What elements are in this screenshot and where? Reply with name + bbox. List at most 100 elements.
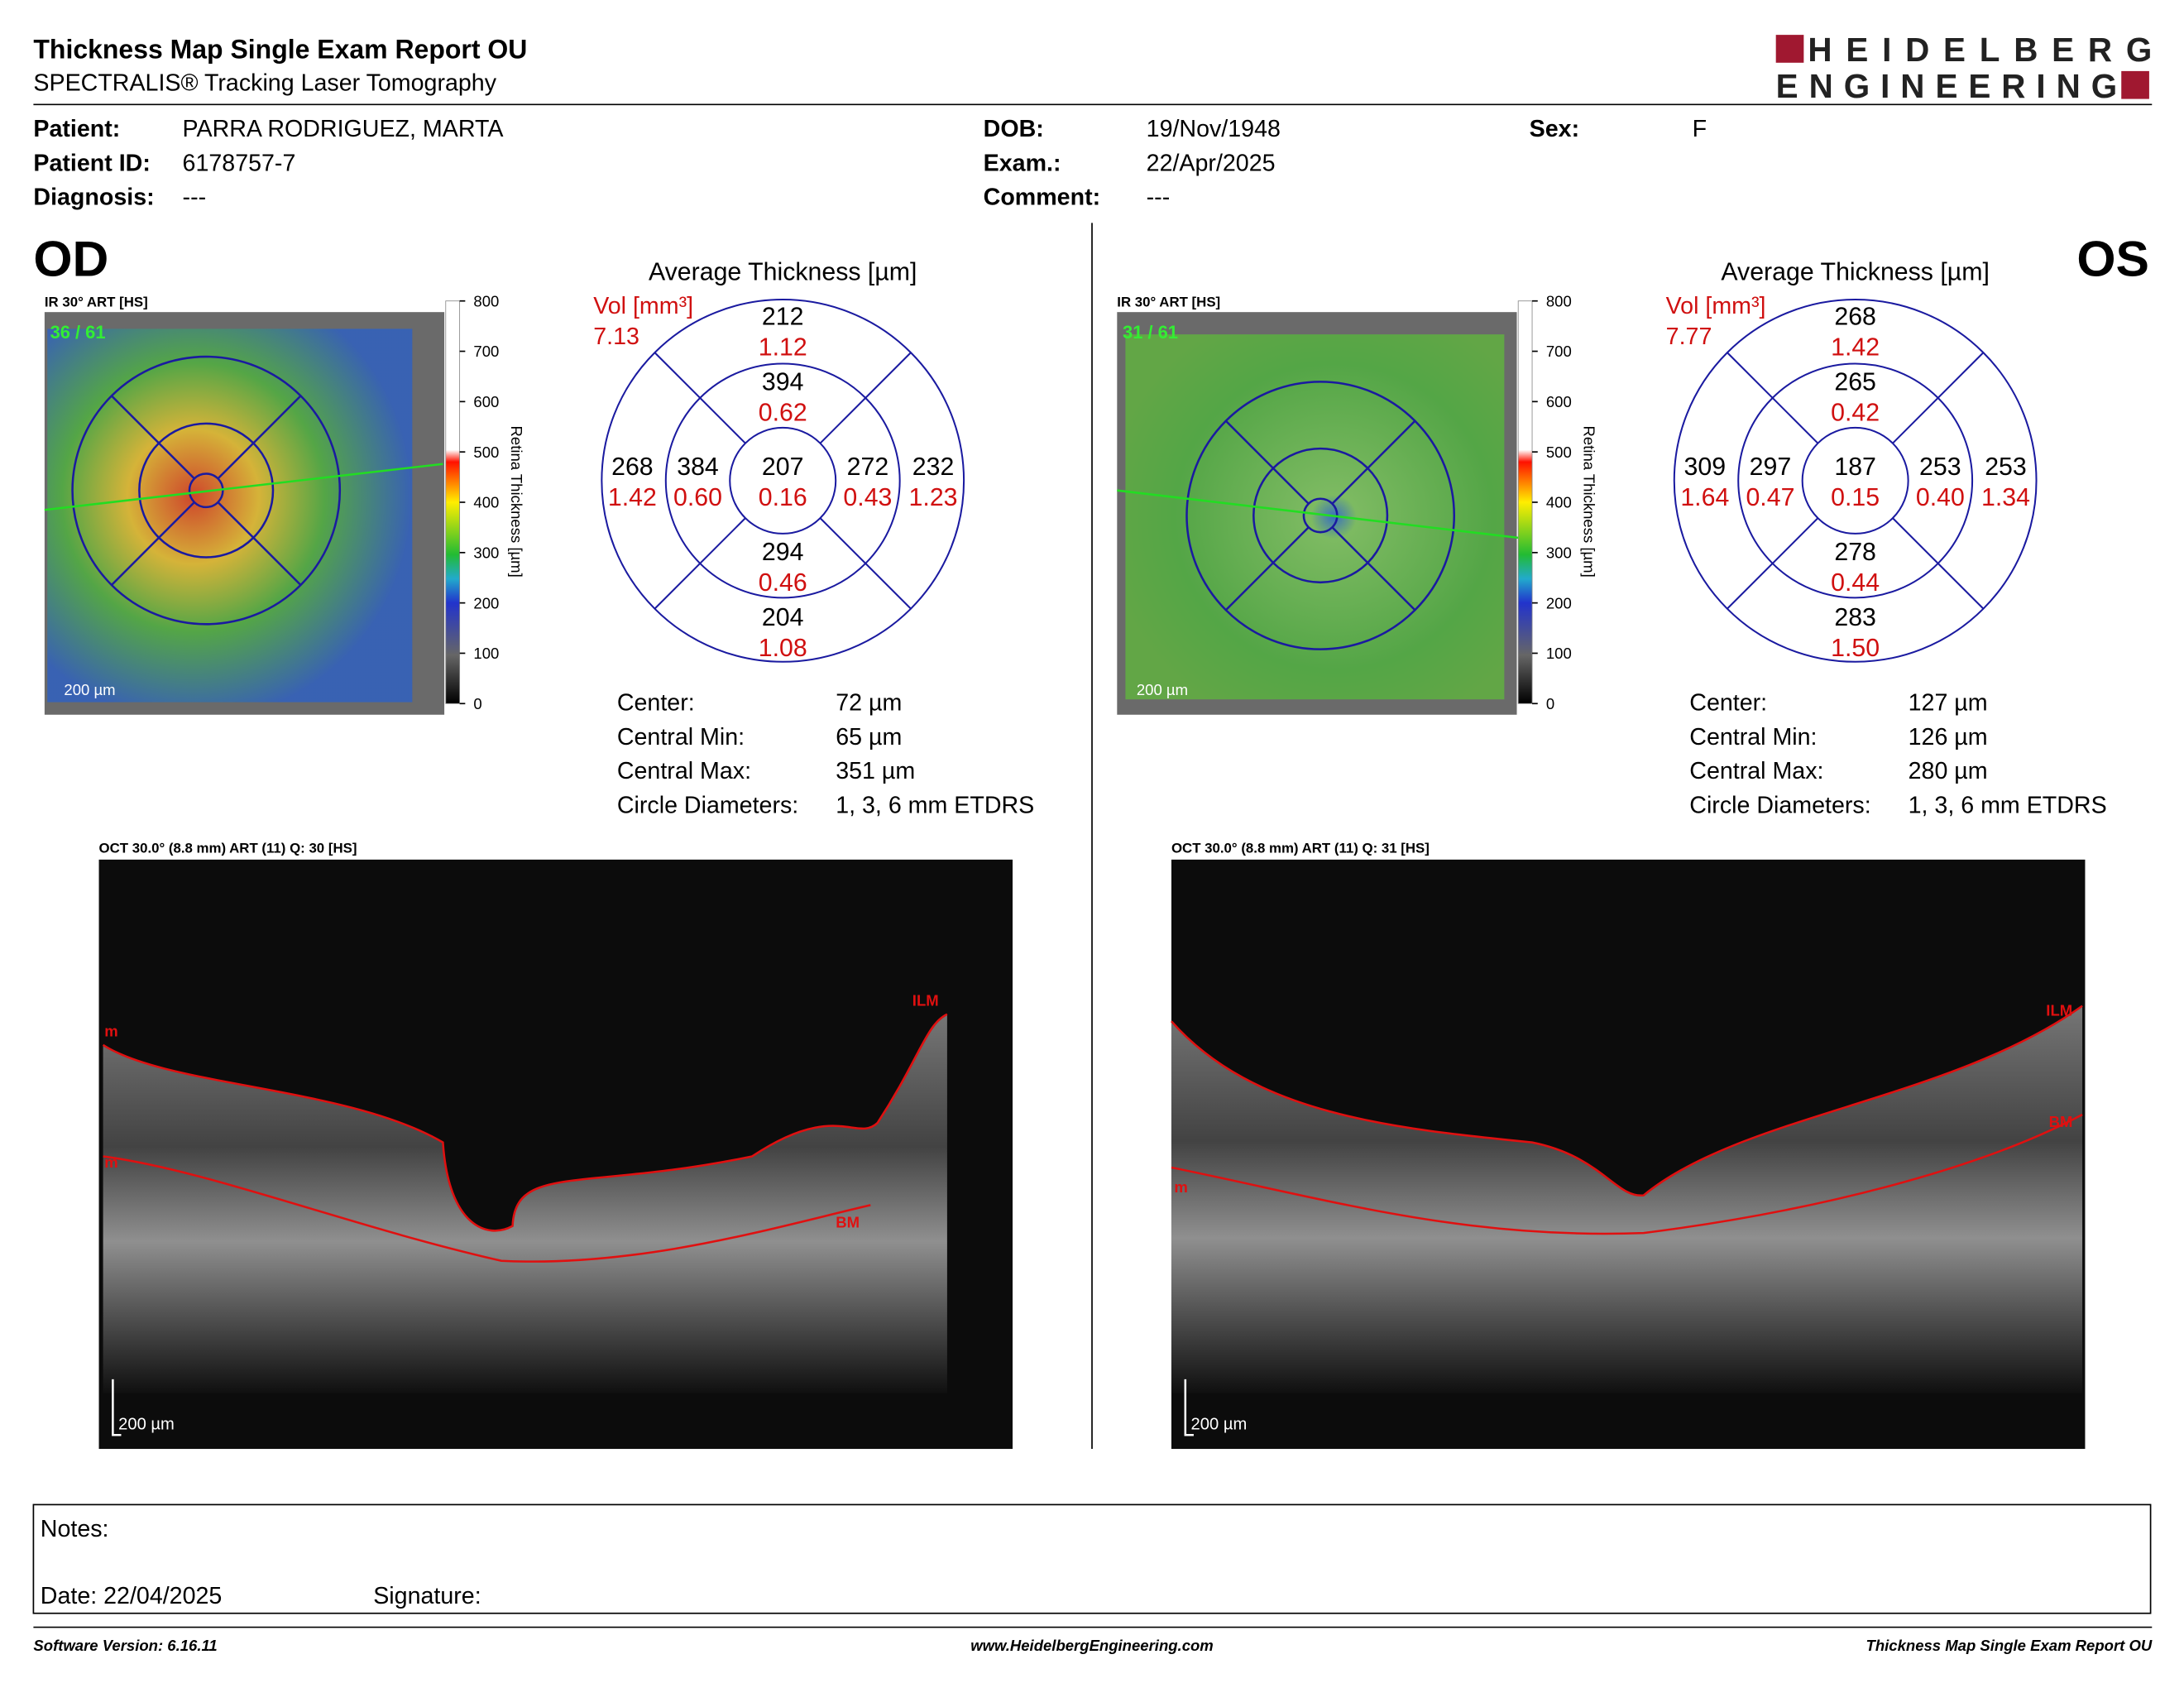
layer-label: m — [104, 1153, 117, 1171]
logo-text: HEIDELBERG — [1808, 31, 2152, 69]
retina-band — [103, 1014, 947, 1393]
etdrs-circle — [1252, 447, 1389, 584]
colorbar-tick-label: 500 — [473, 444, 499, 461]
stat-value: 126 µm — [1909, 724, 1988, 750]
field-label: Patient: — [33, 116, 120, 142]
vol-label: Vol [mm³] — [593, 293, 693, 319]
oct-label: OCT 30.0° (8.8 mm) ART (11) Q: 31 [HS] — [1171, 840, 1430, 856]
sector-volume: 0.16 — [759, 484, 807, 511]
etdrs-spoke — [217, 395, 302, 480]
etdrs-spoke — [1331, 420, 1416, 505]
sector-volume: 1.34 — [1981, 484, 2030, 511]
field-value: 22/Apr/2025 — [1147, 150, 1276, 176]
sector-volume: 1.50 — [1831, 635, 1880, 662]
sector-thickness: 309 — [1684, 453, 1727, 481]
field-label: Sex: — [1530, 116, 1579, 142]
etdrs-spoke — [1224, 526, 1310, 611]
footer-left: Software Version: 6.16.11 — [33, 1637, 217, 1654]
sector-thickness: 253 — [1919, 453, 1961, 481]
colorbar-tick-label: 400 — [1546, 494, 1572, 511]
etdrs-circle — [71, 355, 342, 626]
sector-thickness: 232 — [912, 453, 955, 481]
stat-label: Circle Diameters: — [617, 792, 798, 818]
sector-thickness: 384 — [677, 453, 719, 481]
layer-label: m — [1174, 1178, 1187, 1196]
sector-thickness: 187 — [1834, 453, 1876, 481]
grid-title: Average Thickness [µm] — [1721, 258, 1989, 285]
sector-thickness: 265 — [1834, 368, 1876, 396]
etdrs-spoke — [111, 501, 195, 586]
subtitle: SPECTRALIS® Tracking Laser Tomography — [33, 70, 496, 96]
sector-volume: 1.42 — [608, 484, 657, 511]
sector-thickness: 394 — [762, 368, 804, 396]
colorbar-label: Retina Thickness [µm] — [508, 426, 525, 578]
stat-label: Center: — [617, 690, 695, 717]
stat-value: 127 µm — [1909, 690, 1988, 717]
bm-line — [103, 1155, 871, 1263]
grid-circle — [1801, 426, 1909, 535]
title: Thickness Map Single Exam Report OU — [33, 35, 527, 65]
vol-total: 7.13 — [593, 324, 639, 350]
etdrs-spoke — [1331, 526, 1416, 611]
colorbar-tick-label: 200 — [473, 594, 499, 611]
etdrs-spoke — [111, 395, 195, 480]
grid-circle — [729, 426, 837, 535]
sector-volume: 0.44 — [1831, 569, 1880, 597]
grid-circle — [1737, 362, 1974, 599]
sector-volume: 1.08 — [759, 635, 807, 662]
ilm-line — [1171, 1005, 2083, 1196]
etdrs-circle — [188, 472, 224, 509]
bm-line — [1171, 1113, 2083, 1235]
colorbar — [445, 300, 461, 704]
stat-value: 1, 3, 6 mm ETDRS — [836, 792, 1034, 818]
stat-label: Central Min: — [1689, 724, 1817, 750]
colorbar-tick-label: 800 — [473, 292, 499, 309]
field-value: 19/Nov/1948 — [1147, 116, 1281, 142]
colorbar-tick-label: 700 — [473, 343, 499, 360]
colorbar-label: Retina Thickness [µm] — [1580, 426, 1597, 578]
colorbar-tick-label: 300 — [1546, 544, 1572, 562]
oct-scale: 200 µm — [1191, 1415, 1248, 1433]
sector-volume: 1.12 — [759, 333, 807, 361]
frames: 36 / 61 — [50, 322, 106, 343]
retina-band — [1171, 1005, 2083, 1393]
etdrs-circle — [138, 422, 275, 559]
notes-signature: Signature: — [373, 1583, 481, 1609]
stat-value: 65 µm — [836, 724, 902, 750]
grid-spoke — [1892, 517, 1985, 610]
sector-volume: 0.60 — [673, 484, 722, 511]
sector-thickness: 253 — [1985, 453, 2027, 481]
stat-value: 351 µm — [836, 758, 915, 784]
field-value: F — [1693, 116, 1707, 142]
field-value: --- — [1147, 185, 1171, 211]
logo-text: ENGINEERING — [1776, 67, 2118, 105]
vol-total: 7.77 — [1666, 324, 1712, 350]
stat-label: Circle Diameters: — [1689, 792, 1870, 818]
etdrs-circle — [1185, 381, 1456, 650]
grid-title: Average Thickness [µm] — [649, 258, 917, 285]
etdrs-spoke — [217, 501, 302, 586]
colorbar-tick-label: 100 — [1546, 645, 1572, 662]
sector-thickness: 272 — [847, 453, 889, 481]
sector-thickness: 204 — [762, 604, 804, 631]
colorbar-tick-label: 500 — [1546, 444, 1572, 461]
colorbar — [1517, 300, 1533, 704]
field-label: Diagnosis: — [33, 185, 154, 211]
oct-label: OCT 30.0° (8.8 mm) ART (11) Q: 30 [HS] — [99, 840, 357, 856]
layer-label: ILM — [2046, 1001, 2072, 1019]
sector-volume: 0.43 — [843, 484, 892, 511]
colorbar-tick-label: 600 — [1546, 393, 1572, 410]
eye-label: OS — [2076, 230, 2149, 286]
colorbar-tick-label: 100 — [473, 645, 499, 662]
grid-spoke — [1892, 352, 1985, 444]
stat-label: Center: — [1689, 690, 1767, 717]
grid-spoke — [654, 352, 746, 444]
field-value: PARRA RODRIGUEZ, MARTA — [183, 116, 505, 142]
sector-thickness: 268 — [1834, 303, 1876, 330]
stat-label: Central Max: — [617, 758, 751, 784]
sector-volume: 0.47 — [1746, 484, 1794, 511]
grid-spoke — [819, 517, 912, 610]
scale-bar: 200 µm — [1137, 681, 1188, 698]
thickness-map — [1125, 334, 1505, 700]
